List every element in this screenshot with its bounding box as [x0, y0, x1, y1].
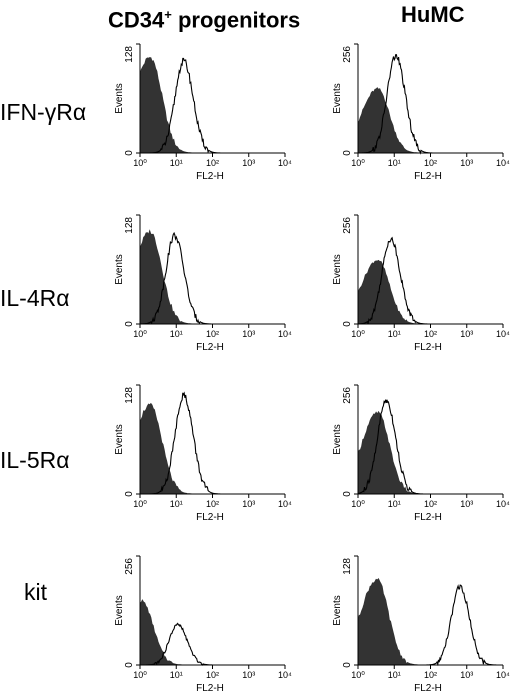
histogram-panel: 10⁰ 10¹ 10² 10³ 10⁴ 0 256 Events FL2-H: [114, 555, 292, 694]
x-tick-label: 10⁴: [496, 499, 510, 509]
row-label-il4: IL-4Rα: [0, 285, 70, 311]
x-tick-label: 10⁰: [351, 670, 365, 680]
y-tick-label: 128: [124, 217, 135, 234]
x-tick-label: 10¹: [388, 158, 401, 168]
column-title-cd34-text: CD34: [108, 7, 165, 33]
x-tick-label: 10¹: [170, 158, 183, 168]
x-axis-title: FL2-H: [196, 171, 224, 182]
x-axis-title: FL2-H: [414, 683, 442, 694]
open-histogram-outline: [140, 622, 285, 666]
x-tick-label: 10¹: [388, 499, 401, 509]
x-tick-label: 10³: [460, 499, 473, 509]
x-tick-label: 10²: [424, 499, 437, 509]
x-tick-label: 10⁰: [133, 158, 147, 168]
x-tick-label: 10³: [460, 158, 473, 168]
y-tick-label: 0: [342, 321, 353, 327]
y-tick-label: 256: [342, 387, 353, 404]
column-title-humc: HuMC: [401, 0, 465, 30]
filled-histogram: [139, 599, 285, 666]
y-axis-title: Events: [332, 83, 343, 114]
histogram-panel: 10⁰ 10¹ 10² 10³ 10⁴ 0 128 Events FL2-H: [114, 384, 292, 523]
histogram-panel: 10⁰ 10¹ 10² 10³ 10⁴ 0 256 Events FL2-H: [332, 43, 510, 182]
x-axis-title: FL2-H: [414, 171, 442, 182]
x-tick-label: 10¹: [170, 329, 183, 339]
x-tick-label: 10³: [242, 499, 255, 509]
y-axis-title: Events: [332, 254, 343, 285]
y-tick-label: 0: [124, 662, 135, 668]
y-axis-title: Events: [332, 424, 343, 455]
y-axis-title: Events: [114, 83, 125, 114]
x-tick-label: 10²: [206, 329, 219, 339]
y-tick-label: 128: [124, 387, 135, 404]
x-axis-title: FL2-H: [196, 512, 224, 523]
x-tick-label: 10²: [424, 329, 437, 339]
y-axis-title: Events: [114, 595, 125, 626]
x-tick-label: 10⁰: [133, 670, 147, 680]
x-axis-title: FL2-H: [196, 683, 224, 694]
histogram-panel: 10⁰ 10¹ 10² 10³ 10⁴ 0 128 Events FL2-H: [332, 555, 510, 694]
y-tick-label: 128: [124, 46, 135, 63]
x-tick-label: 10³: [460, 329, 473, 339]
row-label-ifn-gamma: IFN-γRα: [0, 99, 87, 125]
column-title-humc-text: HuMC: [401, 2, 465, 27]
x-tick-label: 10⁴: [496, 329, 510, 339]
histogram-panel: 10⁰ 10¹ 10² 10³ 10⁴ 0 128 Events FL2-H: [114, 214, 292, 353]
x-tick-label: 10¹: [170, 670, 183, 680]
histogram-panel: 10⁰ 10¹ 10² 10³ 10⁴ 0 128 Events FL2-H: [114, 43, 292, 182]
histogram-panel: 10⁰ 10¹ 10² 10³ 10⁴ 0 256 Events FL2-H: [332, 384, 510, 523]
y-tick-label: 0: [342, 150, 353, 156]
y-tick-label: 0: [124, 150, 135, 156]
y-axis-title: Events: [332, 595, 343, 626]
x-tick-label: 10⁰: [133, 329, 147, 339]
x-tick-label: 10³: [460, 670, 473, 680]
y-tick-label: 256: [124, 558, 135, 575]
x-tick-label: 10⁰: [133, 499, 147, 509]
filled-histogram: [139, 57, 285, 154]
x-tick-label: 10²: [206, 499, 219, 509]
y-tick-label: 256: [342, 217, 353, 234]
column-title-cd34-rest: progenitors: [171, 7, 301, 33]
x-tick-label: 10²: [424, 158, 437, 168]
x-tick-label: 10⁴: [278, 499, 292, 509]
y-axis-title: Events: [114, 424, 125, 455]
x-tick-label: 10²: [424, 670, 437, 680]
x-tick-label: 10⁴: [278, 670, 292, 680]
row-label-kit: kit: [24, 579, 47, 605]
x-tick-label: 10⁰: [351, 329, 365, 339]
row-label-il5: IL-5Rα: [0, 447, 70, 473]
x-tick-label: 10²: [206, 158, 219, 168]
x-axis-title: FL2-H: [414, 342, 442, 353]
y-tick-label: 0: [342, 662, 353, 668]
filled-histogram: [357, 87, 503, 154]
column-title-cd34: CD34+ progenitors: [108, 0, 300, 35]
column-title-cd34-superscript: +: [164, 7, 172, 22]
filled-histogram: [139, 402, 285, 495]
x-tick-label: 10¹: [388, 329, 401, 339]
filled-histogram: [357, 578, 503, 666]
x-tick-label: 10³: [242, 158, 255, 168]
x-axis-title: FL2-H: [196, 342, 224, 353]
y-tick-label: 0: [124, 321, 135, 327]
x-axis-title: FL2-H: [414, 512, 442, 523]
filled-histogram: [139, 229, 285, 325]
x-tick-label: 10¹: [170, 499, 183, 509]
x-tick-label: 10³: [242, 329, 255, 339]
x-tick-label: 10⁴: [496, 670, 510, 680]
x-tick-label: 10⁰: [351, 499, 365, 509]
y-axis-title: Events: [114, 254, 125, 285]
filled-histogram: [357, 259, 503, 325]
x-tick-label: 10⁴: [278, 329, 292, 339]
x-tick-label: 10¹: [388, 670, 401, 680]
x-tick-label: 10⁴: [278, 158, 292, 168]
y-tick-label: 0: [124, 491, 135, 497]
x-tick-label: 10⁰: [351, 158, 365, 168]
x-tick-label: 10⁴: [496, 158, 510, 168]
y-tick-label: 0: [342, 491, 353, 497]
histogram-panel: 10⁰ 10¹ 10² 10³ 10⁴ 0 256 Events FL2-H: [332, 214, 510, 353]
y-tick-label: 256: [342, 46, 353, 63]
y-tick-label: 128: [342, 558, 353, 575]
x-tick-label: 10³: [242, 670, 255, 680]
x-tick-label: 10²: [206, 670, 219, 680]
